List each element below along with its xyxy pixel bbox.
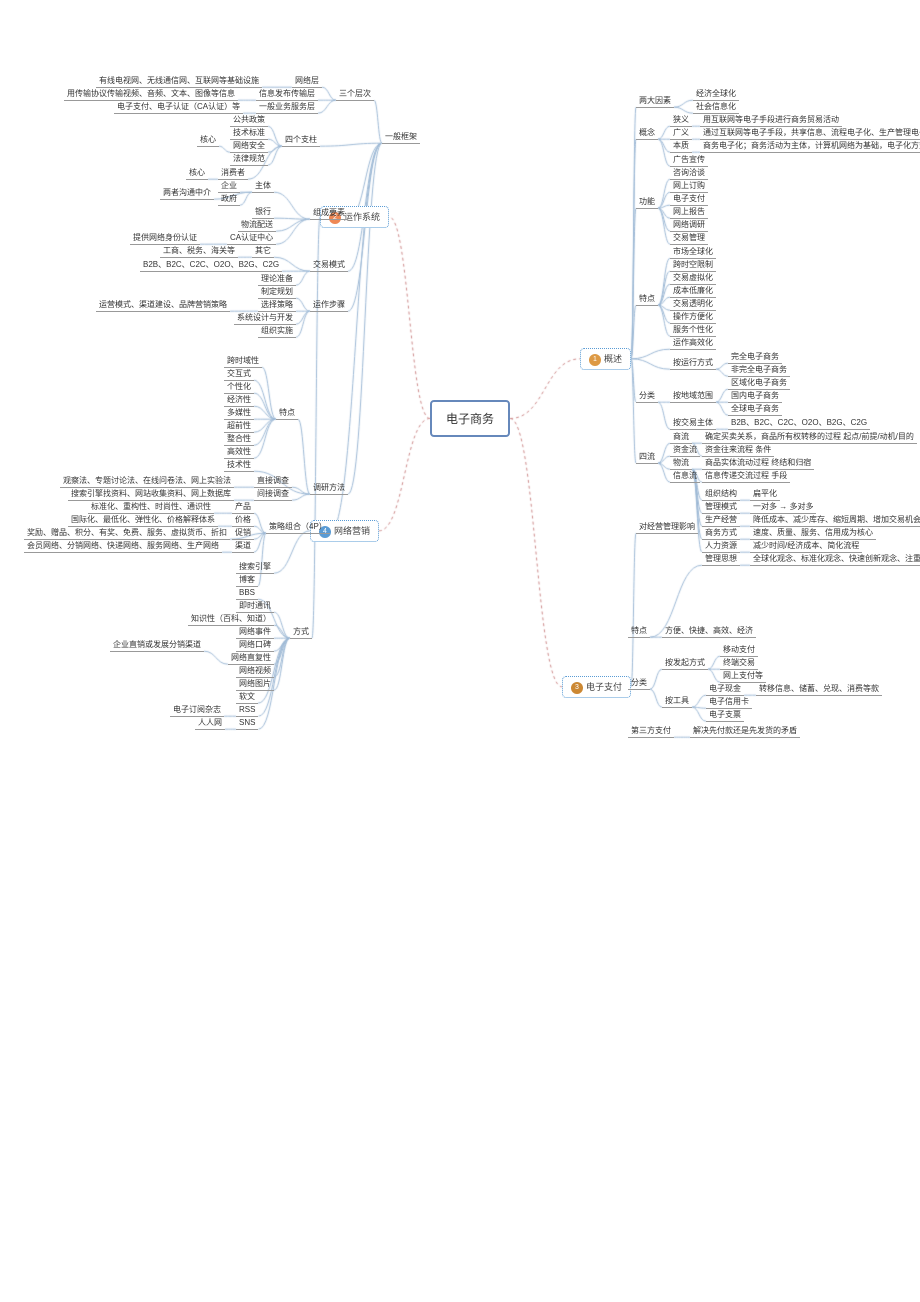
leaf-node: 信息传递交流过程 手段 — [702, 469, 790, 483]
leaf-node: 第三方支付 — [628, 724, 674, 738]
leaf-node: 商务电子化；商务活动为主体，计算机网络为基础，电子化方式为手段 — [700, 139, 920, 153]
leaf-node: 其它 — [252, 244, 274, 258]
leaf-node: 转移信息、储蓄、兑现、消费等款 — [756, 682, 882, 696]
leaf-node: 运营模式、渠道建设、品牌营销策略 — [96, 298, 230, 312]
leaf-node: 调研方法 — [310, 481, 348, 495]
leaf-node: 运作步骤 — [310, 298, 348, 312]
leaf-node: 本质 — [670, 139, 692, 153]
leaf-node: 概念 — [636, 126, 658, 140]
leaf-node: 企业直销或发展分销渠道 — [110, 638, 204, 652]
leaf-node: 技术性 — [224, 458, 254, 472]
leaf-node: 一般框架 — [382, 130, 420, 144]
leaf-node: 四个支柱 — [282, 133, 320, 147]
leaf-node: 渠道 — [232, 539, 254, 553]
leaf-node: 方便、快捷、高效、经济 — [662, 624, 756, 638]
leaf-node: 方式 — [290, 625, 312, 639]
leaf-node: 会员网络、分销网络、快递网络、服务网络、生产网络 — [24, 539, 222, 553]
leaf-node: 两大因素 — [636, 94, 674, 108]
leaf-node: 策略组合（4P） — [266, 520, 330, 534]
leaf-node: 工商、税务、海关等 — [160, 244, 238, 258]
leaf-node: 组成要素 — [310, 206, 348, 220]
leaf-node: 按工具 — [662, 694, 692, 708]
leaf-node: 解决先付款还是先发货的矛盾 — [690, 724, 800, 738]
leaf-node: 对经营管理影响 — [636, 520, 698, 534]
leaf-node: 信息流 — [670, 469, 700, 483]
leaf-node: 人人网 — [195, 716, 225, 730]
leaf-node: 全球电子商务 — [728, 402, 782, 416]
leaf-node: 按发起方式 — [662, 656, 708, 670]
leaf-node: 交易模式 — [310, 258, 348, 272]
leaf-node: 交易管理 — [670, 231, 708, 245]
leaf-node: 按运行方式 — [670, 356, 716, 370]
leaf-node: B2B、B2C、C2C、O2O、B2G、C2G — [140, 258, 282, 272]
leaf-node: 特点 — [276, 406, 298, 420]
leaf-node: 核心 — [186, 166, 208, 180]
leaf-node: 主体 — [252, 179, 274, 193]
branch-node: 3电子支付 — [562, 676, 631, 698]
leaf-node: B2B、B2C、C2C、O2O、B2G、C2G — [728, 416, 870, 430]
leaf-node: 两者沟通中介 — [160, 186, 214, 200]
leaf-node: 分类 — [628, 676, 650, 690]
leaf-node: 电子支付、电子认证（CA认证）等 — [114, 100, 243, 114]
leaf-node: 政府 — [218, 192, 240, 206]
leaf-node: 特点 — [628, 624, 650, 638]
leaf-node: 核心 — [197, 133, 219, 147]
leaf-node: 按交易主体 — [670, 416, 716, 430]
leaf-node: 管理思想 — [702, 552, 740, 566]
leaf-node: 组织实施 — [258, 324, 296, 338]
leaf-node: 功能 — [636, 195, 658, 209]
leaf-node: 四流 — [636, 450, 658, 464]
leaf-node: 按地域范围 — [670, 389, 716, 403]
leaf-node: 法律规范 — [230, 152, 268, 166]
leaf-node: 全球化观念、标准化观念、快速创新观念、注重知识观念 — [750, 552, 920, 566]
leaf-node: 分类 — [636, 389, 658, 403]
leaf-node: 特点 — [636, 292, 658, 306]
leaf-node: SNS — [236, 716, 258, 730]
leaf-node: 三个层次 — [336, 87, 374, 101]
leaf-node: 间接调查 — [254, 487, 292, 501]
leaf-node: 运作高效化 — [670, 336, 716, 350]
root-node: 电子商务 — [430, 400, 510, 437]
leaf-node: 电子支票 — [706, 708, 744, 722]
branch-node: 1概述 — [580, 348, 631, 370]
